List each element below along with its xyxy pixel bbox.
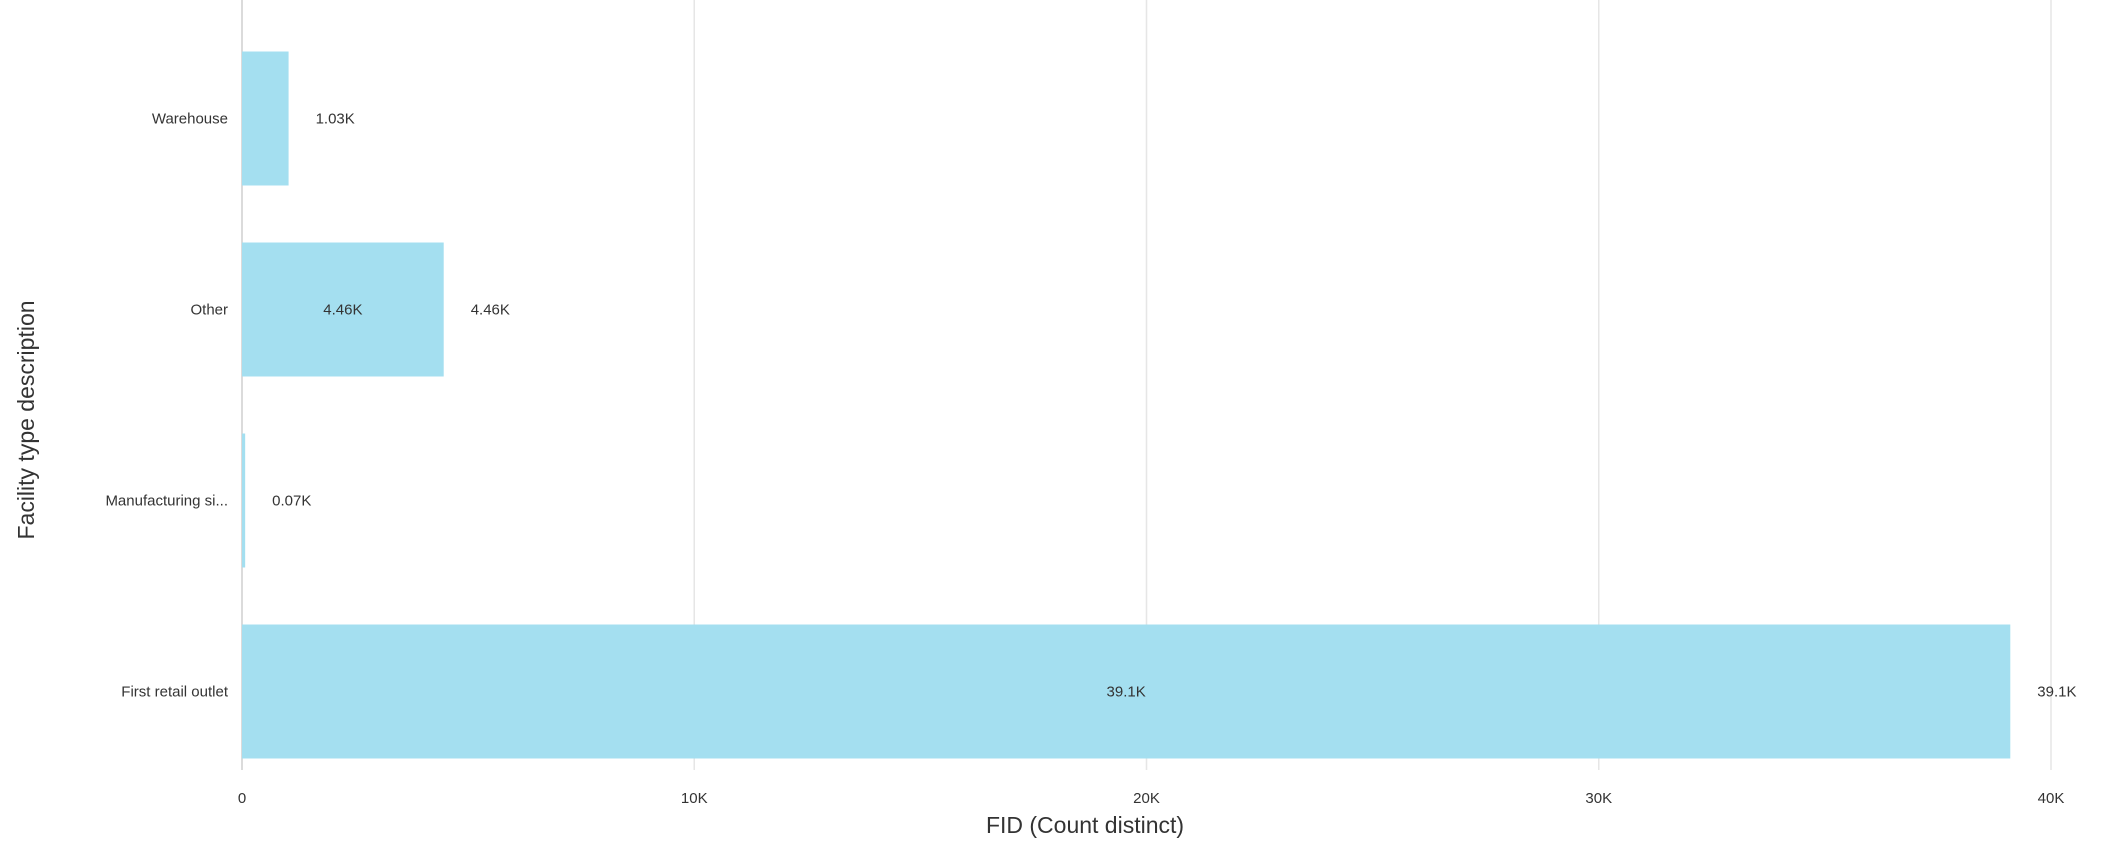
bar-layer: [242, 51, 2011, 759]
x-tick-label: 30K: [1585, 790, 1612, 807]
category-label: Warehouse: [152, 111, 228, 128]
category-label: Other: [190, 302, 228, 319]
axis-layer: 0 10K 20K 30K 40K: [238, 790, 2065, 807]
category-label: First retail outlet: [121, 684, 229, 701]
x-tick-label: 0: [238, 790, 246, 807]
data-label-inside: 39.1K: [1107, 684, 1146, 701]
bar[interactable]: [242, 51, 289, 186]
data-label-end: 1.03K: [316, 111, 355, 128]
bar[interactable]: [242, 433, 246, 568]
x-tick-label: 10K: [681, 790, 708, 807]
data-label-end: 0.07K: [272, 493, 311, 510]
label-layer: Warehouse 1.03K Other 4.46K 4.46K Manufacturi…: [105, 111, 2076, 701]
bar[interactable]: [242, 624, 2011, 759]
y-axis-title: Facility type description: [13, 300, 39, 539]
data-label-end: 4.46K: [471, 302, 510, 319]
x-tick-label: 20K: [1133, 790, 1160, 807]
bar[interactable]: [242, 242, 444, 377]
category-label: Manufacturing si...: [105, 493, 228, 510]
data-label-end: 39.1K: [2037, 684, 2076, 701]
x-axis-title: FID (Count distinct): [986, 812, 1184, 838]
x-tick-label: 40K: [2038, 790, 2065, 807]
data-label-inside: 4.46K: [323, 302, 362, 319]
